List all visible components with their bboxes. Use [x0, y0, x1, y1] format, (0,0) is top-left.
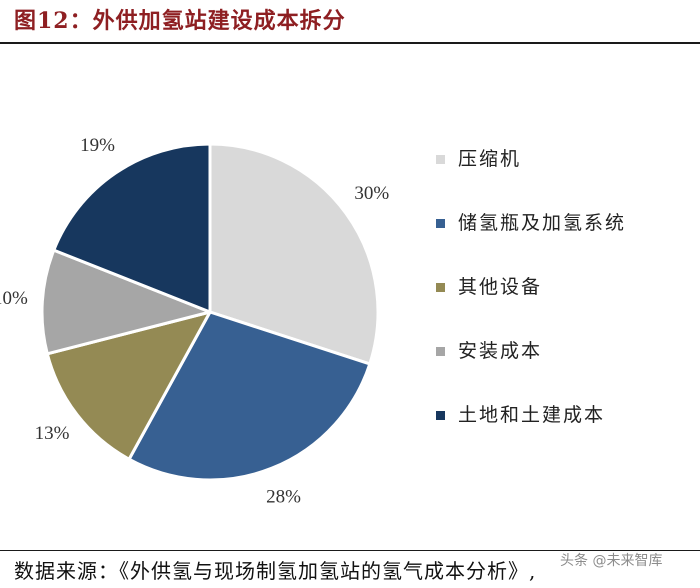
- legend-label: 压缩机: [458, 148, 522, 170]
- source-divider: [0, 550, 700, 551]
- data-source-note: 数据来源：《外供氢与现场制氢加氢站的氢气成本分析》,: [14, 559, 537, 583]
- pie-slice-2: [127, 310, 372, 482]
- pie-label-4: 10%: [0, 288, 28, 309]
- legend-swatch: [436, 411, 445, 420]
- pie-slice-5: [52, 142, 212, 314]
- legend-swatch: [436, 155, 445, 164]
- legend-swatch: [436, 283, 445, 292]
- pie-label-3: 13%: [35, 423, 70, 444]
- legend-label: 土地和土建成本: [458, 404, 606, 426]
- pie-slices: [40, 142, 380, 482]
- legend-swatch: [436, 219, 445, 228]
- legend-swatch: [436, 347, 445, 356]
- pie-slice-3: [45, 310, 212, 461]
- legend-label: 储氢瓶及加氢系统: [458, 212, 627, 234]
- pie-label-1: 30%: [354, 183, 389, 204]
- title-divider: [0, 42, 700, 44]
- figure-title: 图12：外供加氢站建设成本拆分: [14, 8, 346, 34]
- pie-slice-1: [208, 142, 380, 366]
- pie-label-2: 28%: [266, 486, 301, 507]
- legend-label: 安装成本: [458, 340, 543, 362]
- legend-label: 其他设备: [458, 276, 543, 298]
- pie-slice-4: [40, 248, 212, 356]
- pie-chart: 30% 28% 13% 10% 19%: [0, 135, 389, 507]
- pie-percent-labels: 30% 28% 13% 10% 19%: [0, 135, 389, 507]
- pie-label-5: 19%: [80, 135, 115, 156]
- watermark: 头条 @未来智库: [560, 553, 663, 569]
